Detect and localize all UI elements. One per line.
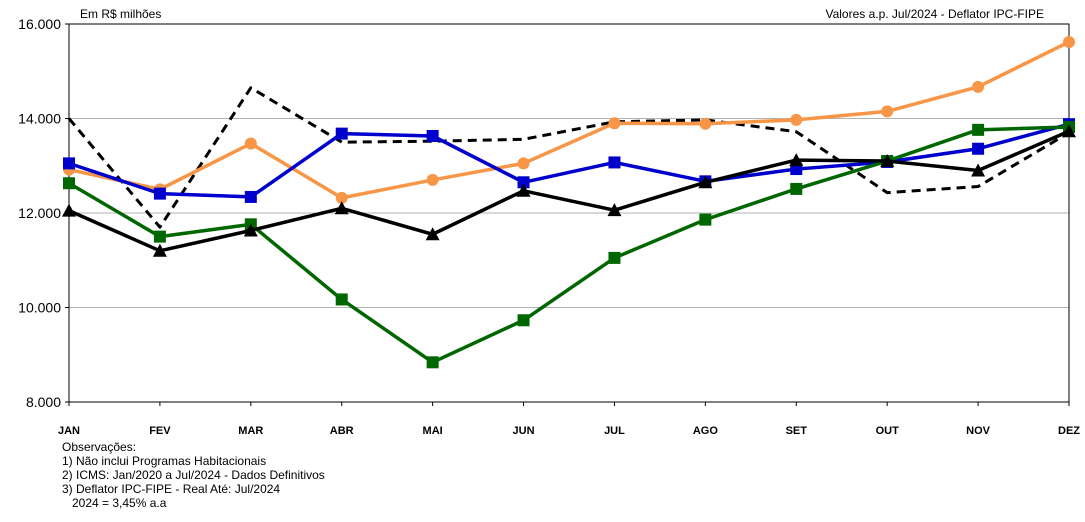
data-point	[517, 176, 530, 189]
x-tick-label: JUL	[604, 425, 625, 437]
series-2	[63, 35, 1075, 204]
observations: Observações: 1) Não inclui Programas Hab…	[62, 440, 325, 510]
series-5	[62, 124, 1076, 257]
x-tick-label: MAR	[238, 425, 263, 437]
data-point	[334, 201, 349, 215]
observation-3-detail: 2024 = 3,45% a.a	[72, 496, 167, 510]
x-tick-label: JAN	[58, 425, 80, 437]
series-group	[62, 35, 1076, 369]
line-chart: Em R$ milhões Valores a.p. Jul/2024 - De…	[18, 7, 1080, 437]
data-point	[972, 80, 985, 93]
x-tick-label: ABR	[330, 425, 354, 437]
data-point	[517, 157, 530, 170]
data-point	[698, 175, 713, 189]
data-point	[1063, 35, 1075, 48]
x-tick-label: OUT	[876, 425, 900, 437]
data-point	[699, 213, 712, 226]
data-point	[426, 129, 439, 142]
data-point	[881, 105, 894, 118]
data-point	[153, 187, 166, 200]
data-point	[244, 190, 257, 203]
x-axis-ticks: JAN FEV MAR ABR MAI JUN JUL AGO SET OUT NOV DEZ	[58, 402, 1080, 437]
series-line	[68, 122, 1070, 199]
x-tick-label: SET	[786, 425, 808, 437]
top-right-note: Valores a.p. Jul/2024 - Deflator IPC-FIP…	[825, 7, 1044, 21]
data-point	[517, 314, 530, 327]
x-tick-label: AGO	[693, 425, 719, 437]
x-tick-label: MAI	[423, 425, 443, 437]
data-point	[335, 127, 348, 140]
data-point	[62, 203, 76, 217]
data-point	[880, 154, 895, 168]
y-tick-label: 16.000	[18, 16, 61, 32]
data-point	[516, 183, 531, 197]
data-point	[699, 117, 712, 130]
data-point	[425, 227, 440, 241]
data-point	[153, 230, 166, 243]
x-tick-label: JUN	[513, 425, 535, 437]
y-axis-ticks: 8.000 10.000 12.000 14.000 16.000	[18, 16, 69, 410]
observations-heading: Observações:	[62, 440, 137, 454]
data-point	[426, 356, 439, 369]
data-point	[335, 293, 348, 306]
x-tick-label: NOV	[966, 425, 991, 437]
x-tick-label: FEV	[149, 425, 171, 437]
series-line	[67, 86, 1070, 229]
data-point	[607, 203, 622, 217]
gridlines	[69, 23, 1069, 403]
data-point	[608, 251, 621, 264]
series-1	[67, 86, 1070, 229]
data-point	[608, 156, 621, 169]
data-point	[335, 191, 348, 204]
series-line	[68, 125, 1070, 365]
data-point	[608, 117, 621, 130]
series-line	[68, 129, 1070, 253]
observation-1: 1) Não inclui Programas Habitacionais	[62, 454, 267, 468]
y-tick-label: 14.000	[18, 111, 61, 127]
data-point	[972, 123, 985, 136]
data-point	[790, 113, 803, 126]
data-point	[972, 142, 985, 155]
data-point	[63, 157, 75, 170]
observation-2: 2) ICMS: Jan/2020 a Jul/2024 - Dados Def…	[62, 468, 325, 482]
y-tick-label: 12.000	[18, 205, 61, 221]
y-tick-label: 8.000	[26, 394, 61, 410]
data-point	[971, 163, 986, 177]
data-point	[244, 137, 257, 150]
data-point	[790, 182, 803, 195]
data-point	[789, 153, 804, 167]
data-point	[243, 223, 258, 237]
series-4	[63, 121, 1075, 369]
observation-3: 3) Deflator IPC-FIPE - Real Até: Jul/202…	[62, 482, 281, 496]
series-line	[68, 40, 1070, 200]
unit-note: Em R$ milhões	[80, 7, 161, 21]
y-tick-label: 10.000	[18, 300, 61, 316]
data-point	[63, 177, 75, 190]
x-tick-label: DEZ	[1058, 425, 1080, 437]
data-point	[1062, 124, 1076, 138]
data-point	[152, 243, 167, 257]
data-point	[426, 173, 439, 186]
